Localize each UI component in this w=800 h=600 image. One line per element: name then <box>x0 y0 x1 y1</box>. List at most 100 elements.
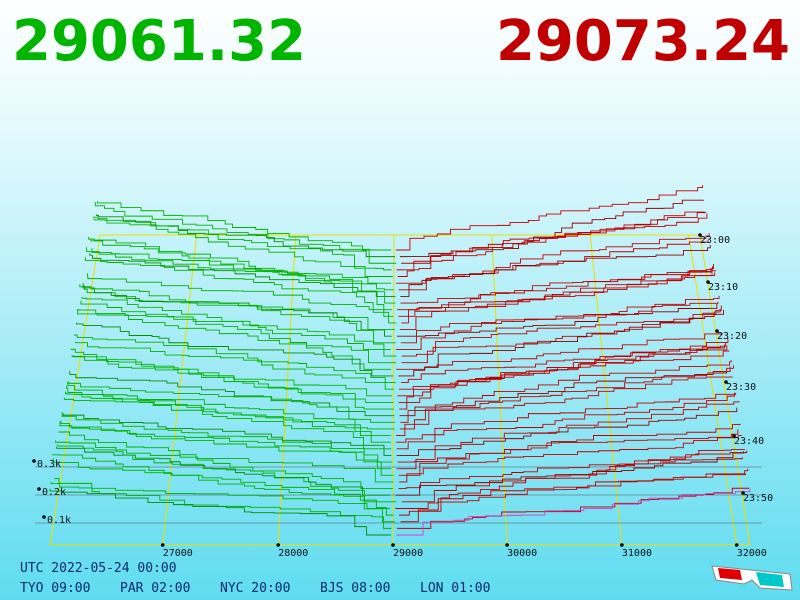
ask-depth-line <box>400 301 719 344</box>
ask-depth-line <box>396 392 737 450</box>
bid-depth-line <box>97 201 391 251</box>
ask-depth-line <box>396 489 751 536</box>
ask-depth-line <box>395 451 744 496</box>
bid-depth-line <box>90 238 394 291</box>
ask-depth-line <box>395 185 703 251</box>
ask-depth-line <box>396 365 734 437</box>
ask-depth-line <box>399 342 727 390</box>
tick-dot <box>620 543 624 547</box>
bid-depth-line <box>79 284 397 357</box>
price-label: 30000 <box>507 548 537 559</box>
tick-dot <box>505 543 509 547</box>
clock-label: TYO 09:00 <box>20 581 90 596</box>
ask-depth-line <box>396 212 707 271</box>
price-label: 29000 <box>393 548 423 559</box>
bid-depth-line <box>87 273 393 311</box>
bid-depth-line <box>69 370 395 417</box>
bid-depth-line <box>59 421 394 476</box>
bid-depth-line <box>70 348 394 410</box>
bid-depth-line <box>62 413 392 456</box>
ask-depth-line <box>396 392 735 443</box>
ask-depth-line <box>398 457 743 490</box>
bid-depth-line <box>68 381 396 423</box>
tick-dot <box>734 543 739 547</box>
ask-depth-line <box>399 450 748 516</box>
bid-depth-line <box>58 431 394 483</box>
ask-depth-line <box>397 266 713 311</box>
tick-dot <box>42 515 46 519</box>
ask-depth-line <box>400 360 732 423</box>
price-label: 32000 <box>737 548 767 559</box>
ask-depth-line <box>401 449 745 503</box>
bid-depth-line <box>81 297 396 344</box>
time-label: 23:40 <box>734 436 764 447</box>
ask-depth-line <box>395 295 720 350</box>
bid-depth-line <box>49 488 391 536</box>
tick-dot <box>32 459 36 463</box>
ask-depth-line <box>400 468 749 523</box>
ask-depth-line <box>396 332 723 370</box>
price-grid-line <box>277 234 297 546</box>
bid-depth-line <box>66 385 391 437</box>
bid-depth-line <box>84 257 397 324</box>
bid-depth-line <box>51 454 395 523</box>
tick-dot <box>706 280 710 284</box>
ask-depth-line <box>401 308 721 357</box>
bid-depth-line <box>74 341 396 384</box>
bid-depth-line <box>55 440 397 503</box>
price-label: 27000 <box>163 548 193 559</box>
utc-time: UTC 2022-05-24 00:00 <box>20 561 177 576</box>
clock-label: NYC 20:00 <box>220 581 290 596</box>
ask-depth-line <box>397 213 708 277</box>
ask-depth-line <box>399 270 717 330</box>
bid-depth-line <box>53 478 390 509</box>
tick-dot <box>160 543 165 547</box>
ask-depth-line <box>397 345 728 397</box>
time-label: 23:00 <box>700 235 730 246</box>
bid-depth-line <box>92 216 393 277</box>
price-grid-line <box>392 234 395 546</box>
volume-label: 0.1k <box>47 515 71 526</box>
bid-price: 29061.32 <box>12 9 306 74</box>
ask-depth-line <box>399 435 742 483</box>
volume-label: 0.2k <box>42 487 66 498</box>
tick-dot <box>732 434 736 438</box>
time-label: 23:20 <box>717 331 747 342</box>
tick-dot <box>698 233 702 237</box>
ask-depth-line <box>397 487 750 529</box>
ask-depth-line <box>400 271 712 304</box>
time-label: 23:10 <box>708 282 738 293</box>
bid-depth-line <box>67 381 395 430</box>
price-grid-line <box>589 234 623 546</box>
3d-glasses-icon <box>711 565 793 591</box>
ask-depth-line <box>398 423 741 476</box>
ask-depth-line <box>401 211 706 264</box>
ask-price: 29073.24 <box>496 9 790 74</box>
tick-dot <box>724 380 728 384</box>
labels: 27000 28000 29000 30000 31000 32000 0.3k 0.2k 0.… <box>20 233 773 596</box>
tick-dot <box>715 329 719 333</box>
time-label: 23:30 <box>726 382 756 393</box>
ask-depth-line <box>401 305 722 364</box>
ask-depth-line <box>396 401 740 470</box>
tick-dot <box>741 491 745 495</box>
ask-depth-line <box>398 337 729 403</box>
bid-depth-line <box>80 300 391 350</box>
bid-depth-line <box>77 309 391 370</box>
bid-depth-line <box>88 236 396 304</box>
bid-depth-line <box>57 444 393 490</box>
bid-depth-line <box>94 201 397 264</box>
clock-label: LON 01:00 <box>420 581 490 596</box>
bid-depth-line <box>65 391 391 443</box>
bid-depth-line <box>95 214 396 258</box>
ask-depth-line <box>398 310 724 377</box>
price-label: 28000 <box>278 548 308 559</box>
bid-depth-line <box>83 285 395 330</box>
ask-depth-line <box>401 272 716 324</box>
tick-dot <box>276 543 281 547</box>
ask-depth-line <box>401 344 726 384</box>
time-label: 23:50 <box>743 493 773 504</box>
clock-label: BJS 08:00 <box>320 581 390 596</box>
